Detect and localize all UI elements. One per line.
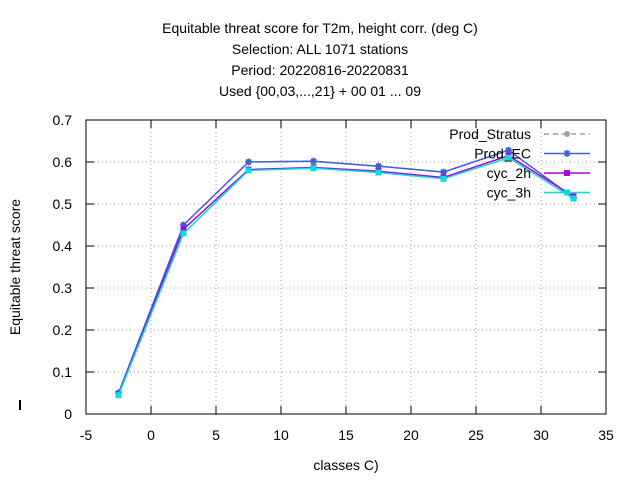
y-tick-label: 0.7 <box>53 112 73 128</box>
series-line <box>117 156 574 396</box>
x-axis-label: classes C) <box>313 457 378 473</box>
x-tick-label: 20 <box>403 427 419 443</box>
series-line <box>117 154 574 395</box>
legend: Prod_Stratus Prod_EC cyc_2h cyc_3h <box>449 126 590 201</box>
data-point <box>375 169 382 176</box>
legend-marker <box>564 189 570 196</box>
axes: -5 0 5 10 15 20 25 30 35 0 0.1 0.2 0.3 0.4 0.5 0.6 0.7 <box>19 112 614 443</box>
chart-title-line-1: Equitable threat score for T2m, height c… <box>162 20 478 36</box>
x-tick-label: 0 <box>147 427 155 443</box>
data-point <box>180 230 187 237</box>
x-tick-label: 25 <box>468 427 484 443</box>
data-point <box>180 226 187 233</box>
data-point <box>310 165 317 172</box>
series-line <box>117 149 574 394</box>
legend-marker-core <box>565 151 569 156</box>
data-point <box>245 167 252 174</box>
data-point <box>570 195 577 202</box>
data-point <box>115 392 122 399</box>
series-layer <box>115 146 577 399</box>
data-point-core <box>376 164 381 169</box>
legend-label: cyc_2h <box>487 165 531 181</box>
x-tick-label: -5 <box>80 427 93 443</box>
chart-title-line-4: Used {00,03,...,21} + 00 01 ... 09 <box>219 83 421 99</box>
legend-marker <box>564 131 570 137</box>
y-axis-label: Equitable threat score <box>7 199 23 335</box>
data-point-core <box>246 160 251 164</box>
data-point-core <box>181 223 186 227</box>
chart-title-line-2: Selection: ALL 1071 stations <box>231 41 409 57</box>
data-point <box>505 154 512 161</box>
legend-marker <box>564 170 570 176</box>
x-tick-label: 15 <box>338 427 354 443</box>
x-tick-label: 35 <box>598 427 614 443</box>
data-point-core <box>441 170 446 175</box>
x-tick-label: 5 <box>212 427 220 443</box>
chart-title-line-3: Period: 20220816-20220831 <box>231 62 409 78</box>
legend-label: Prod_Stratus <box>449 126 531 142</box>
legend-label: Prod_EC <box>474 146 531 162</box>
data-point-core <box>311 159 316 164</box>
y-tick-label: 0.2 <box>53 322 73 338</box>
legend-label: cyc_3h <box>487 185 531 201</box>
data-point-core <box>506 148 511 153</box>
data-point <box>440 175 447 182</box>
y-tick-label: 0.4 <box>53 238 73 254</box>
y-tick-label: 0 <box>64 406 72 422</box>
series-cyc_3h <box>115 154 577 399</box>
x-tick-label: 30 <box>533 427 549 443</box>
y-tick-label: 0.6 <box>53 154 73 170</box>
y-tick-label: 0.3 <box>53 280 73 296</box>
y-tick-label: 0.5 <box>53 196 73 212</box>
x-tick-label: 10 <box>273 427 289 443</box>
y-tick-label: 0.1 <box>53 364 73 380</box>
